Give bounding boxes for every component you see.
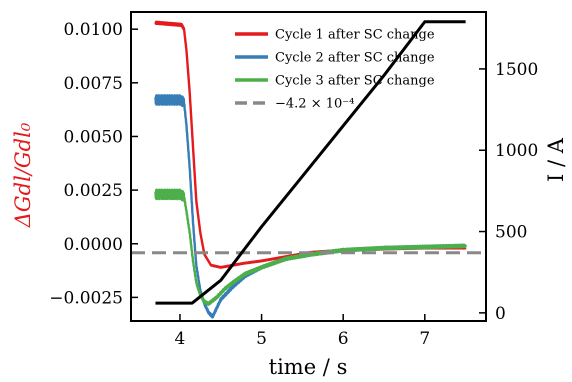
y-right-tick-label: 0 <box>495 304 506 324</box>
x-axis-label: time / s <box>269 355 348 379</box>
x-tick-label: 7 <box>419 329 430 349</box>
x-tick-label: 5 <box>256 329 267 349</box>
legend-label-2: Cycle 2 after SC change <box>275 51 435 66</box>
plot-frame <box>130 11 487 322</box>
y-right-tick-label: 1000 <box>495 141 538 161</box>
ticks-layer: 4 5 6 7 −0.0025 0.0000 0.0025 0.0050 0.0075 0.010… <box>49 20 538 349</box>
y-right-tick-label: 500 <box>495 223 527 243</box>
y-axis-label-right: I / A <box>544 137 568 182</box>
y-left-tick-label: 0.0100 <box>64 20 123 40</box>
y-left-tick-label: 0.0050 <box>64 127 123 147</box>
x-tick-label: 4 <box>175 329 186 349</box>
legend-label-4: −4.2 × 10⁻⁴ <box>275 97 354 112</box>
y-left-tick-label: 0.0075 <box>64 74 123 94</box>
series-line-5 <box>155 20 466 305</box>
y-left-tick-label: 0.0025 <box>64 181 123 201</box>
y-left-tick-label: 0.0000 <box>64 235 123 255</box>
y-axis-label-left: ΔGdl/Gdl₀ <box>11 122 35 228</box>
legend: Cycle 1 after SC change Cycle 2 after SC … <box>235 28 435 112</box>
y-left-tick-label: −0.0025 <box>49 288 123 308</box>
x-tick-label: 6 <box>338 329 349 349</box>
legend-label-3: Cycle 3 after SC change <box>275 74 435 89</box>
series-layer <box>131 20 486 319</box>
legend-label-1: Cycle 1 after SC change <box>275 28 435 43</box>
y-right-tick-label: 1500 <box>495 60 538 80</box>
